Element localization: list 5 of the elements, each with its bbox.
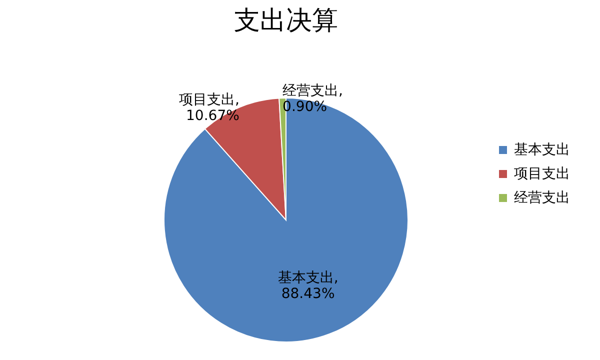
legend-label: 基本支出 (514, 142, 570, 158)
legend-label: 经营支出 (514, 190, 570, 206)
data-label: 基本支出, 88.43% (278, 270, 338, 302)
chart-title: 支出决算 (234, 6, 338, 36)
legend-label: 项目支出 (514, 166, 570, 182)
